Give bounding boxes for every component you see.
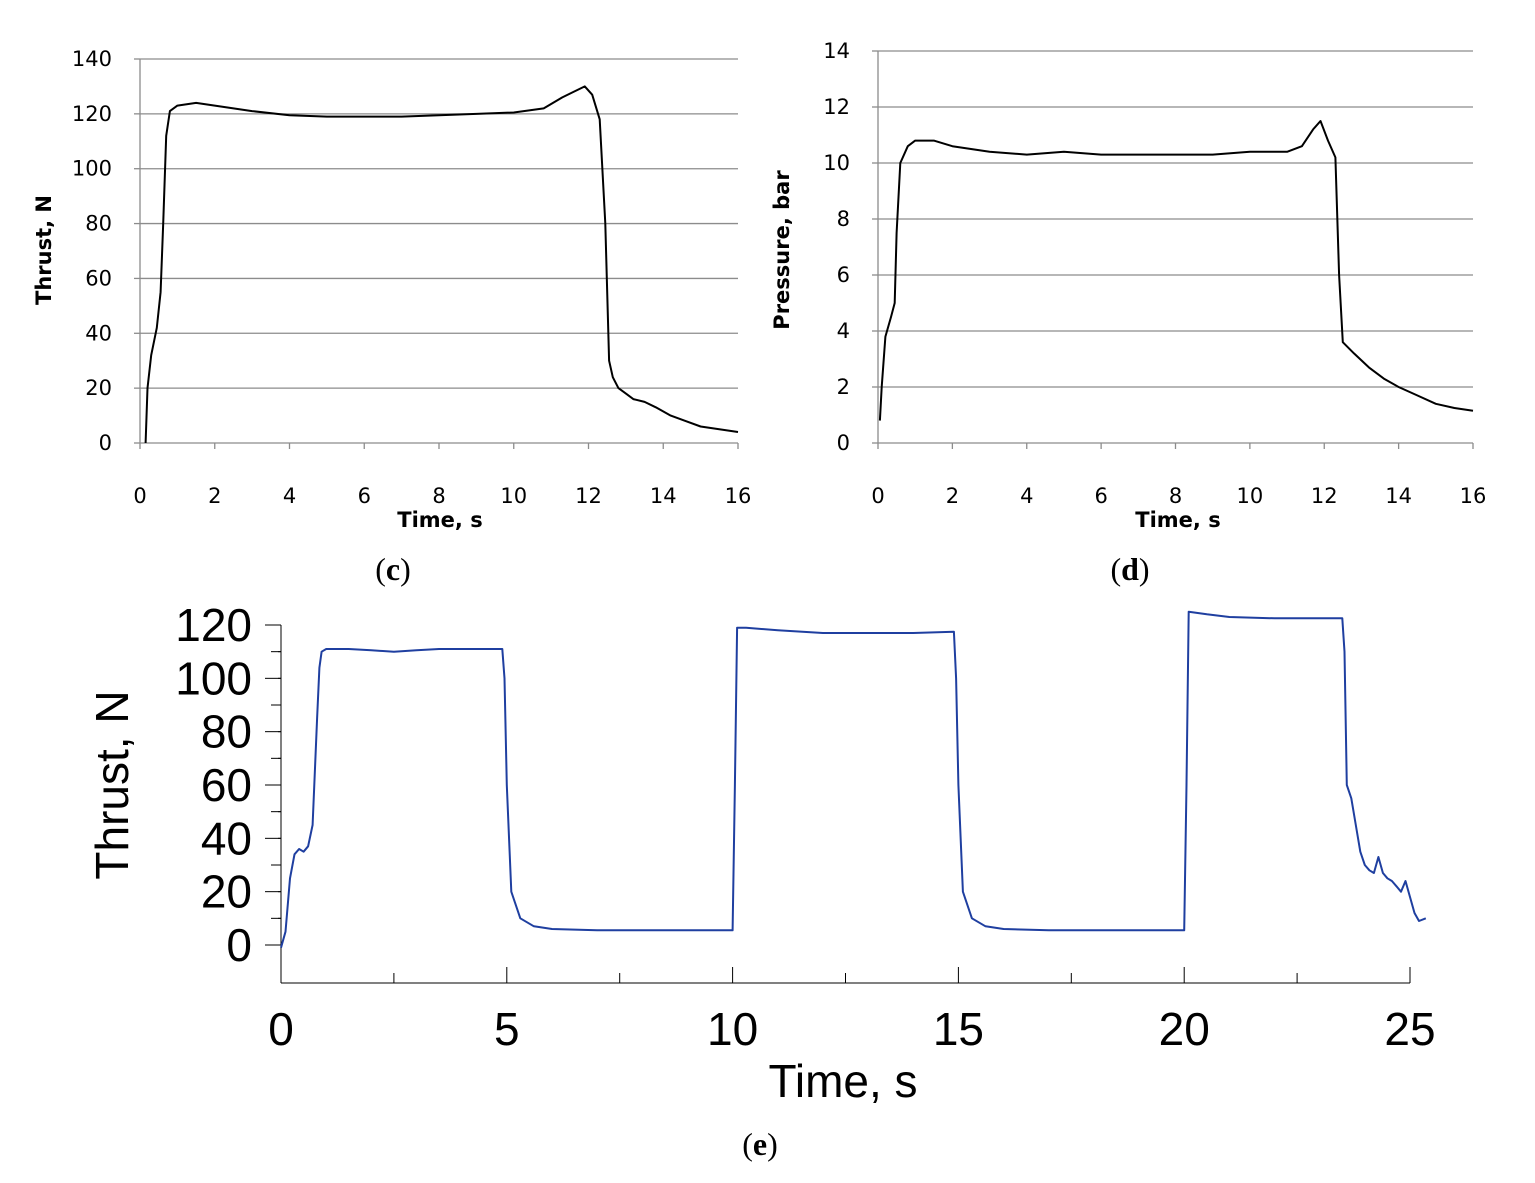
x-axis-label-c: Time, s bbox=[397, 508, 482, 532]
x-tick-label-c-3: 6 bbox=[358, 484, 371, 508]
y-tick-label-e-4: 80 bbox=[201, 706, 252, 758]
series-line-c bbox=[144, 85, 739, 444]
y-tick-label-c-4: 80 bbox=[85, 212, 112, 236]
y-tick-label-d-3: 6 bbox=[837, 263, 850, 287]
panel-label-e: (e) bbox=[742, 1126, 778, 1162]
y-tick-label-c-6: 120 bbox=[72, 102, 112, 126]
x-tick-label-c-0: 0 bbox=[133, 484, 146, 508]
y-axis-label-d: Pressure, bar bbox=[770, 170, 794, 330]
grid-c bbox=[140, 58, 738, 389]
x-axis-label-e: Time, s bbox=[768, 1055, 917, 1107]
x-tick-label-d-0: 0 bbox=[871, 484, 884, 508]
y-tick-label-d-5: 10 bbox=[823, 151, 850, 175]
panel-letter-d: d bbox=[1121, 551, 1139, 587]
y-tick-label-d-1: 2 bbox=[837, 375, 850, 399]
x-tick-label-d-2: 4 bbox=[1020, 484, 1033, 508]
x-axis-label-d: Time, s bbox=[1135, 508, 1220, 532]
x-tick-label-d-5: 10 bbox=[1237, 484, 1264, 508]
x-tick-label-c-6: 12 bbox=[575, 484, 602, 508]
x-tick-label-c-4: 8 bbox=[432, 484, 445, 508]
xticks-c: 0 2 4 6 8 10 12 14 16 bbox=[133, 443, 751, 508]
x-tick-label-d-6: 12 bbox=[1311, 484, 1338, 508]
y-tick-label-e-0: 0 bbox=[226, 919, 252, 971]
x-tick-label-e-2: 10 bbox=[707, 1003, 758, 1055]
frame-d bbox=[877, 51, 1473, 444]
y-axis-label-e: Thrust, N bbox=[86, 690, 138, 879]
y-tick-label-e-2: 40 bbox=[201, 812, 252, 864]
x-tick-label-c-2: 4 bbox=[283, 484, 296, 508]
x-tick-label-e-0: 0 bbox=[268, 1003, 294, 1055]
x-tick-label-e-3: 15 bbox=[933, 1003, 984, 1055]
panel-c: 0 20 40 60 80 100 120 140 0 2 4 6 8 10 12 14 16 Time, s… bbox=[32, 47, 751, 587]
x-tick-label-c-7: 14 bbox=[650, 484, 677, 508]
panel-label-d: (d) bbox=[1110, 551, 1149, 587]
y-tick-label-c-7: 140 bbox=[72, 47, 112, 71]
x-tick-label-e-1: 5 bbox=[494, 1003, 520, 1055]
x-tick-label-e-4: 20 bbox=[1159, 1003, 1210, 1055]
y-tick-label-e-1: 20 bbox=[201, 866, 252, 918]
x-tick-label-d-8: 16 bbox=[1460, 484, 1487, 508]
x-tick-label-d-4: 8 bbox=[1169, 484, 1182, 508]
series-line-e bbox=[280, 610, 1427, 948]
y-tick-label-d-4: 8 bbox=[837, 207, 850, 231]
x-tick-label-d-1: 2 bbox=[946, 484, 959, 508]
y-tick-label-e-3: 60 bbox=[201, 759, 252, 811]
frame-e bbox=[280, 625, 1410, 984]
y-tick-label-e-5: 100 bbox=[175, 652, 252, 704]
series-line-d bbox=[878, 120, 1474, 421]
x-tick-label-d-7: 14 bbox=[1385, 484, 1412, 508]
y-tick-label-e-6: 120 bbox=[175, 599, 252, 651]
x-tick-label-d-3: 6 bbox=[1094, 484, 1107, 508]
x-tick-label-c-8: 16 bbox=[725, 484, 752, 508]
panel-label-c: (c) bbox=[375, 551, 411, 587]
panel-d: 0 2 4 6 8 10 12 14 0 2 4 6 8 10 12 14 16 Time, s Pressu… bbox=[770, 39, 1486, 587]
xticks-e: 0 5 10 15 20 25 bbox=[268, 967, 1436, 1055]
yticks-d: 0 2 4 6 8 10 12 14 bbox=[823, 39, 878, 455]
xticks-d: 0 2 4 6 8 10 12 14 16 bbox=[871, 443, 1486, 508]
y-tick-label-c-3: 60 bbox=[85, 266, 112, 290]
y-tick-label-c-1: 20 bbox=[85, 376, 112, 400]
y-tick-label-c-2: 40 bbox=[85, 321, 112, 345]
y-axis-label-c: Thrust, N bbox=[32, 195, 56, 305]
x-tick-label-e-5: 25 bbox=[1384, 1003, 1435, 1055]
panel-letter-c: c bbox=[386, 551, 400, 587]
y-tick-label-c-0: 0 bbox=[99, 431, 112, 455]
y-tick-label-d-0: 0 bbox=[837, 431, 850, 455]
y-tick-label-d-6: 12 bbox=[823, 95, 850, 119]
grid-d bbox=[878, 50, 1473, 388]
yticks-c: 0 20 40 60 80 100 120 140 bbox=[72, 47, 140, 455]
x-tick-label-c-5: 10 bbox=[500, 484, 527, 508]
y-tick-label-c-5: 100 bbox=[72, 157, 112, 181]
frame-c bbox=[139, 59, 738, 444]
y-tick-label-d-2: 4 bbox=[837, 319, 850, 343]
panel-letter-e: e bbox=[753, 1126, 767, 1162]
y-tick-label-d-7: 14 bbox=[823, 39, 850, 63]
x-tick-label-c-1: 2 bbox=[208, 484, 221, 508]
